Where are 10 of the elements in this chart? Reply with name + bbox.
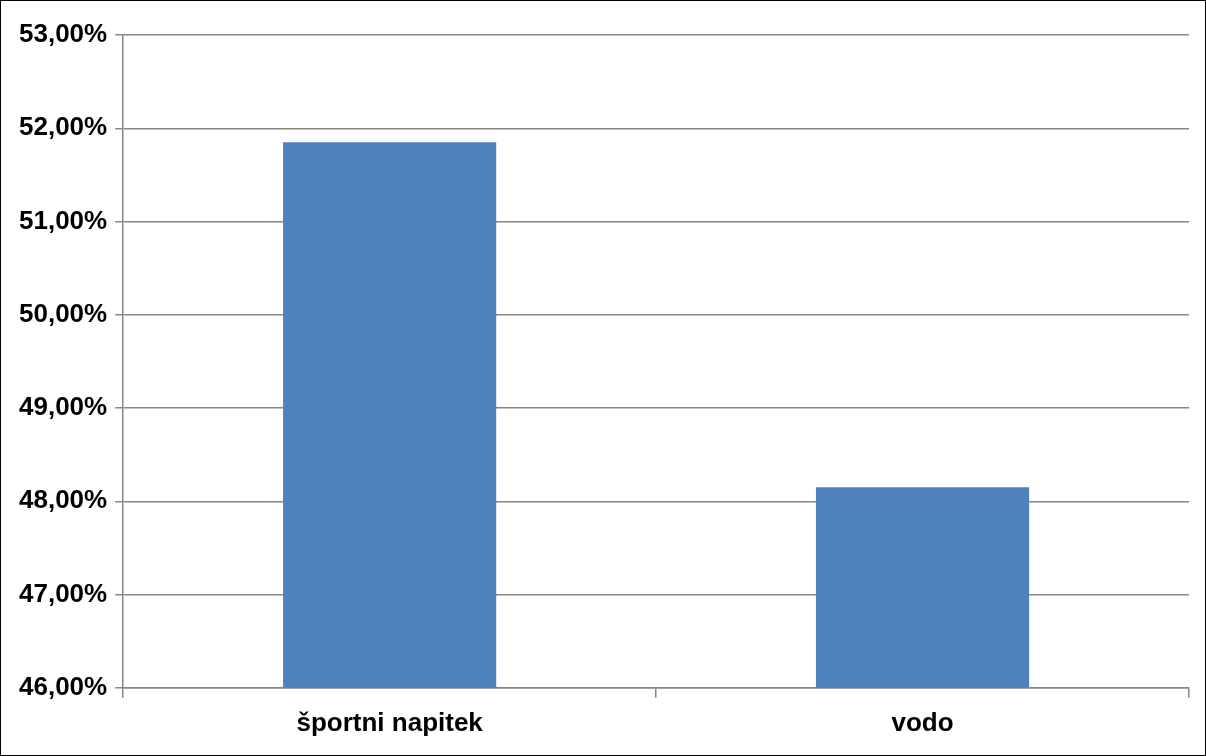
y-tick-label: 51,00%	[18, 204, 108, 235]
y-tick-label: 47,00%	[18, 577, 108, 608]
y-tick-label: 50,00%	[18, 297, 108, 328]
y-tick-label: 48,00%	[18, 484, 108, 515]
y-tick-label: 49,00%	[18, 391, 108, 422]
y-tick-label: 53,00%	[18, 18, 108, 49]
x-tick-label: vodo	[891, 706, 954, 737]
y-tick-label: 46,00%	[18, 670, 108, 701]
x-tick-label: športni napitek	[296, 706, 484, 737]
y-tick-label: 52,00%	[18, 111, 108, 142]
